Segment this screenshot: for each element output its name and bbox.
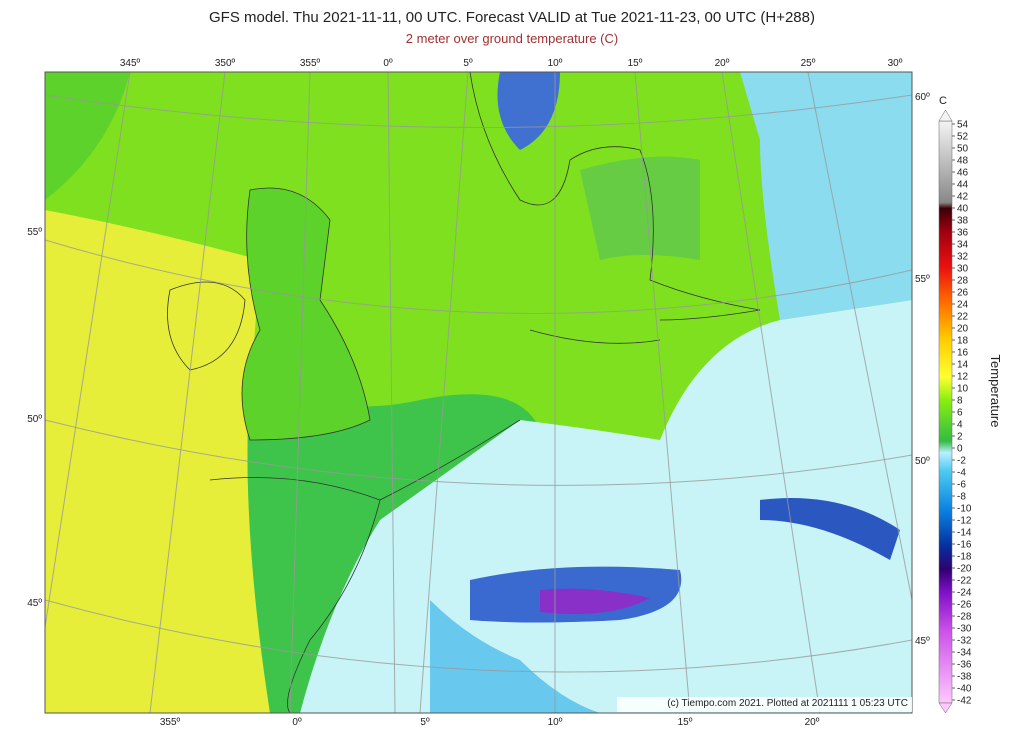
colorbar-tick-label: 40 <box>957 204 969 215</box>
colorbar-tick-label: 2 <box>957 432 963 443</box>
colorbar-tick-label: 6 <box>957 408 963 419</box>
colorbar <box>938 120 953 704</box>
lon-label: 355º <box>160 717 181 728</box>
colorbar-tick-label: 52 <box>957 132 969 143</box>
colorbar-tick-label: 0 <box>957 444 963 455</box>
lon-label: 350º <box>215 58 236 69</box>
colorbar-tick-label: -12 <box>957 516 972 527</box>
colorbar-tick-label: 48 <box>957 156 969 167</box>
colorbar-tick-label: -10 <box>957 504 972 515</box>
colorbar-tick-label: 14 <box>957 360 969 371</box>
colorbar-tick-label: 10 <box>957 384 969 395</box>
lon-label: 20º <box>715 58 730 69</box>
colorbar-tick-label: 46 <box>957 168 969 179</box>
colorbar-tick-label: 38 <box>957 216 969 227</box>
colorbar-tick-label: -36 <box>957 660 972 671</box>
map <box>45 72 912 713</box>
colorbar-tick-label: 16 <box>957 348 969 359</box>
lon-label: 355º <box>300 58 321 69</box>
colorbar-tick-label: 22 <box>957 312 969 323</box>
colorbar-tick-label: 30 <box>957 264 969 275</box>
colorbar-tick-label: 26 <box>957 288 969 299</box>
lon-label: 20º <box>805 717 820 728</box>
lon-label: 5º <box>463 58 473 69</box>
map-frame <box>44 71 913 714</box>
colorbar-tick-label: -4 <box>957 468 966 479</box>
colorbar-tick-label: -28 <box>957 612 972 623</box>
colorbar-tick-label: -20 <box>957 564 972 575</box>
lon-label: 0º <box>383 58 393 69</box>
colorbar-bottom <box>938 702 953 714</box>
colorbar-tick-label: 42 <box>957 192 969 203</box>
graticule <box>45 72 912 713</box>
colorbar-tick-label: 20 <box>957 324 969 335</box>
lon-label: 30º <box>888 58 903 69</box>
colorbar-tick-label: -42 <box>957 696 972 707</box>
title: GFS model. Thu 2021-11-11, 00 UTC. Forec… <box>209 9 815 26</box>
colorbar-unit: C <box>939 95 947 107</box>
lon-label: 0º <box>292 717 302 728</box>
credit: (c) Tiempo.com 2021. Plotted at 2021111 … <box>667 698 908 709</box>
colorbar-tick-label: -34 <box>957 648 972 659</box>
colorbar-tick-label: -6 <box>957 480 966 491</box>
colorbar-tick-label: -26 <box>957 600 972 611</box>
credit-box <box>617 697 912 712</box>
colorbar-tick-label: 18 <box>957 336 969 347</box>
colorbar-tick-label: -24 <box>957 588 972 599</box>
lat-label: 55º <box>27 227 42 238</box>
lat-label: 55º <box>915 274 930 285</box>
colorbar-tick-label: 24 <box>957 300 969 311</box>
colorbar-tick-label: -18 <box>957 552 972 563</box>
colorbar-tick-label: 8 <box>957 396 963 407</box>
colorbar-tick-label: 54 <box>957 120 969 131</box>
colorbar-top <box>938 109 953 122</box>
colorbar-tick-label: 12 <box>957 372 969 383</box>
lat-label: 50º <box>915 456 930 467</box>
colorbar-tick-label: -40 <box>957 684 972 695</box>
colorbar-tick-label: -2 <box>957 456 966 467</box>
colorbar-tick-label: 34 <box>957 240 969 251</box>
colorbar-tick-label: 44 <box>957 180 969 191</box>
colorbar-tick-label: -32 <box>957 636 972 647</box>
lon-label: 345º <box>120 58 141 69</box>
lon-label: 10º <box>548 58 563 69</box>
lat-label: 45º <box>915 636 930 647</box>
colorbar-tick-label: -16 <box>957 540 972 551</box>
lat-label: 45º <box>27 598 42 609</box>
colorbar-tick-label: 50 <box>957 144 969 155</box>
colorbar-tick-label: -8 <box>957 492 966 503</box>
lat-label: 50º <box>27 414 42 425</box>
colorbar-tick-label: -22 <box>957 576 972 587</box>
colorbar-tick-label: 28 <box>957 276 969 287</box>
lon-label: 5º <box>420 717 430 728</box>
colorbar-tick-label: 32 <box>957 252 969 263</box>
lon-label: 15º <box>628 58 643 69</box>
colorbar-tick-label: 36 <box>957 228 969 239</box>
subtitle: 2 meter over ground temperature (C) <box>406 31 618 46</box>
lon-label: 15º <box>678 717 693 728</box>
colorbar-label: Temperature <box>988 355 1003 428</box>
lat-label: 60º <box>915 92 930 103</box>
colorbar-tick-label: -38 <box>957 672 972 683</box>
colorbar-tick-label: -14 <box>957 528 972 539</box>
colorbar-tick-label: 4 <box>957 420 963 431</box>
lon-label: 10º <box>548 717 563 728</box>
colorbar-tick-label: -30 <box>957 624 972 635</box>
lon-label: 25º <box>801 58 816 69</box>
